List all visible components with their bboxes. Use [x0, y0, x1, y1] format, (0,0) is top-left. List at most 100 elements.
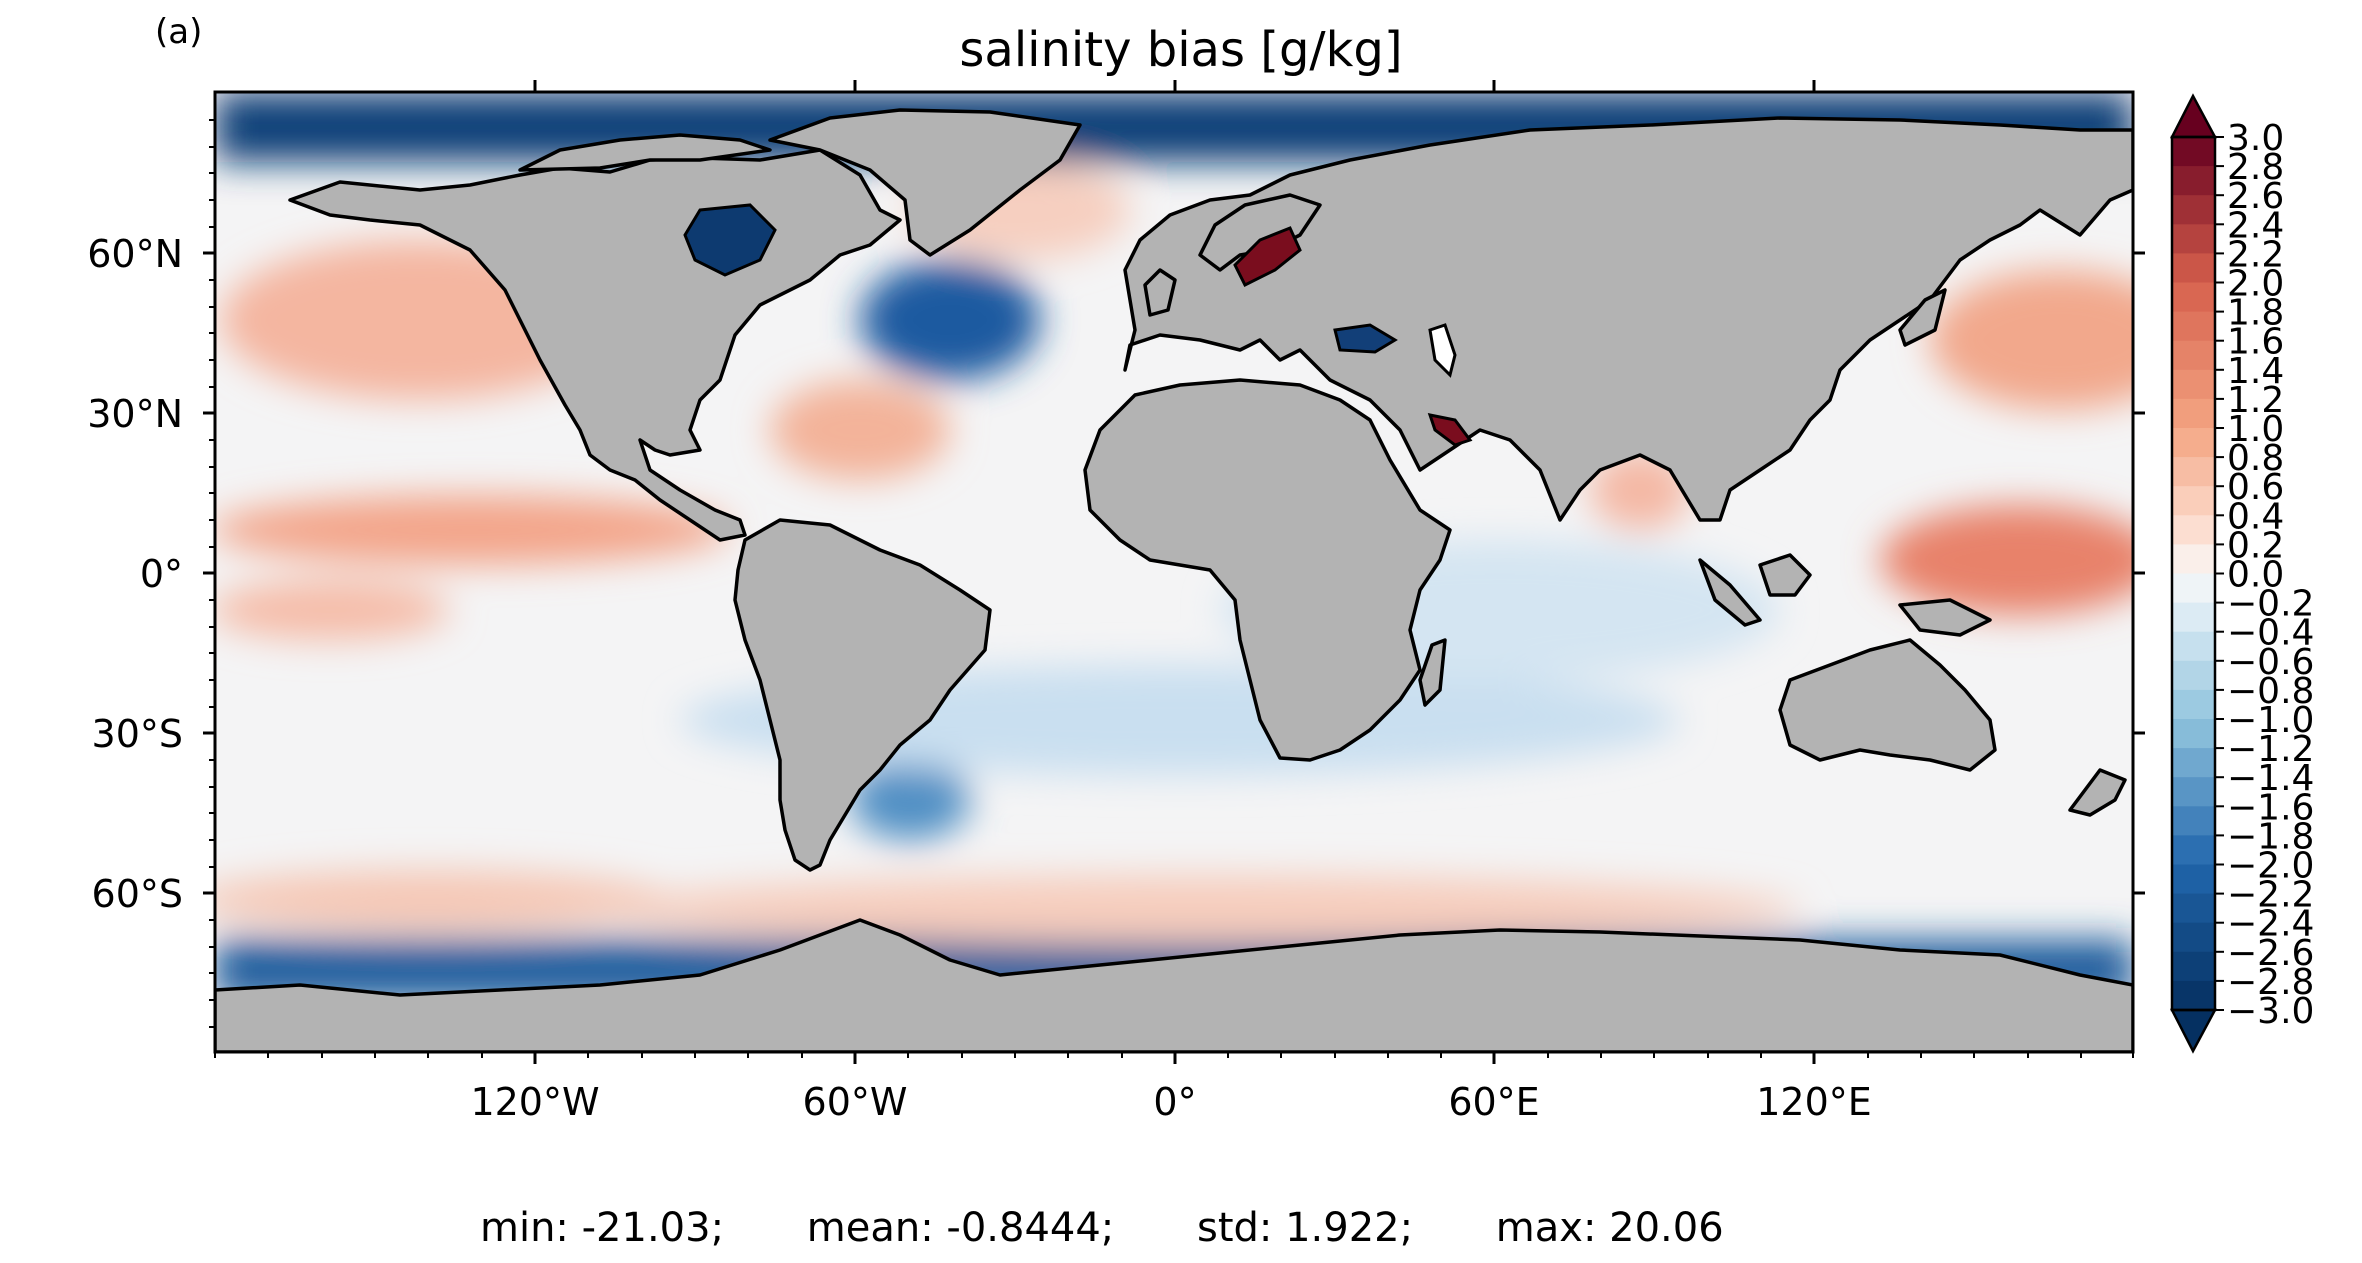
colorbar-tick-label: 1.6	[2227, 322, 2284, 363]
stat-mean: mean: -0.8444;	[806, 1205, 1115, 1251]
colorbar-tick-label: −1.2	[2227, 729, 2314, 770]
greenland	[768, 108, 1082, 257]
colorbar-segment	[2172, 398, 2215, 429]
colorbar-tick-label: 1.2	[2227, 380, 2284, 421]
colorbar-segment	[2172, 631, 2215, 662]
colorbar-segment	[2172, 428, 2215, 458]
colorbar-tick-label: 3.0	[2227, 118, 2284, 159]
colorbar-segment	[2172, 806, 2215, 836]
colorbar-segment	[2172, 195, 2215, 225]
colorbar-segment	[2172, 311, 2215, 342]
lat-label: 60°N	[87, 232, 183, 276]
colorbar-tick-label: −2.0	[2227, 846, 2314, 887]
stat-max: max: 20.06	[1495, 1205, 1724, 1251]
colorbar-segment	[2172, 457, 2215, 487]
colorbar-segment	[2172, 951, 2215, 982]
colorbar-tick-label: −2.8	[2227, 962, 2314, 1003]
colorbar-tick-label: −0.8	[2227, 671, 2314, 712]
africa	[1083, 378, 1452, 762]
colorbar-tick-label: −1.8	[2227, 816, 2314, 857]
black-sea	[1333, 323, 1398, 354]
colorbar-segment	[2172, 602, 2215, 633]
british-isles	[1143, 268, 1177, 317]
lon-label: 0°	[1153, 1080, 1196, 1124]
colorbar-segment	[2172, 660, 2215, 691]
japan	[1898, 288, 1947, 347]
lat-label: 60°S	[92, 872, 183, 916]
colorbar-tick-label: −0.2	[2227, 584, 2314, 625]
stat-std: std: 1.922;	[1196, 1205, 1414, 1251]
lon-minor-ticks	[214, 1052, 2134, 1058]
colorbar: 3.02.82.62.42.22.01.81.61.41.21.00.80.60…	[2169, 93, 2314, 1054]
colorbar-extend-bottom	[2169, 1008, 2218, 1054]
colorbar-segment	[2172, 137, 2215, 167]
lat-label: 0°	[140, 552, 183, 596]
map-title: salinity bias [g/kg]	[959, 22, 1403, 78]
colorbar-segment	[2172, 340, 2215, 371]
baltic-sea	[1233, 226, 1302, 288]
colorbar-tick-label: −3.0	[2227, 991, 2314, 1032]
colorbar-segment	[2172, 253, 2215, 284]
colorbar-tick-label: −2.2	[2227, 875, 2314, 916]
colorbar-segment	[2172, 980, 2215, 1011]
sumatra	[1698, 558, 1762, 627]
scandinavia	[1198, 193, 1322, 272]
lon-labels: 120°W 60°W 0° 60°E 120°E	[470, 1080, 1871, 1124]
colorbar-tick-label: 2.6	[2227, 176, 2284, 217]
colorbar-segment	[2172, 166, 2215, 196]
colorbar-segment	[2172, 922, 2215, 953]
colorbar-segment	[2172, 486, 2215, 516]
lon-major-ticks	[533, 80, 1816, 1064]
antarctica	[215, 918, 2133, 1052]
colorbar-ticks: 3.02.82.62.42.22.01.81.61.41.21.00.80.60…	[2215, 118, 2314, 1032]
australia	[1778, 638, 1997, 772]
colorbar-blocks	[2172, 137, 2215, 1011]
colorbar-tick-label: 1.0	[2227, 409, 2284, 450]
inland-seas	[683, 203, 1473, 447]
colorbar-tick-label: 2.2	[2227, 234, 2284, 275]
colorbar-tick-label: 0.2	[2227, 525, 2284, 566]
colorbar-tick-label: −1.4	[2227, 758, 2314, 799]
lat-major-ticks	[203, 251, 2145, 895]
lon-label: 120°E	[1756, 1080, 1872, 1124]
colorbar-tick-label: 2.4	[2227, 205, 2284, 246]
madagascar	[1418, 638, 1447, 707]
colorbar-segment	[2172, 544, 2215, 575]
colorbar-tick-label: −0.6	[2227, 642, 2314, 683]
colorbar-segment	[2172, 835, 2215, 866]
panel-label: (a)	[155, 12, 203, 52]
colorbar-tick-label: 0.4	[2227, 496, 2284, 537]
colorbar-segment	[2172, 719, 2215, 749]
colorbar-segment	[2172, 573, 2215, 604]
colorbar-segment	[2172, 689, 2215, 720]
lon-label: 120°W	[470, 1080, 599, 1124]
lon-label: 60°W	[803, 1080, 908, 1124]
new-zealand	[2068, 768, 2127, 817]
colorbar-tick-label: 1.4	[2227, 351, 2284, 392]
stats-line: min: -21.03; mean: -0.8444; std: 1.922; …	[480, 1205, 1794, 1251]
colorbar-tick-label: −1.6	[2227, 787, 2314, 828]
lon-label: 60°E	[1448, 1080, 1539, 1124]
colorbar-tick-label: −1.0	[2227, 700, 2314, 741]
colorbar-segment	[2172, 224, 2215, 254]
colorbar-segment	[2172, 282, 2215, 313]
lat-minor-ticks	[209, 119, 215, 1028]
colorbar-segment	[2172, 748, 2215, 778]
colorbar-tick-label: −0.4	[2227, 613, 2314, 654]
colorbar-tick-label: 2.8	[2227, 147, 2284, 188]
colorbar-tick-label: 0.8	[2227, 438, 2284, 479]
hudson-bay	[683, 203, 777, 277]
eurasia	[1123, 116, 2133, 522]
arctic-islands	[518, 133, 772, 172]
new-guinea	[1898, 598, 1992, 637]
colorbar-extend-top	[2169, 93, 2218, 139]
colorbar-tick-label: −2.6	[2227, 933, 2314, 974]
lat-label: 30°N	[87, 392, 183, 436]
colorbar-tick-label: 0.0	[2227, 555, 2284, 596]
colorbar-tick-label: 0.6	[2227, 467, 2284, 508]
south-america	[733, 518, 992, 872]
colorbar-segment	[2172, 893, 2215, 924]
colorbar-tick-label: −2.4	[2227, 904, 2314, 945]
colorbar-tick-label: 2.0	[2227, 264, 2284, 305]
